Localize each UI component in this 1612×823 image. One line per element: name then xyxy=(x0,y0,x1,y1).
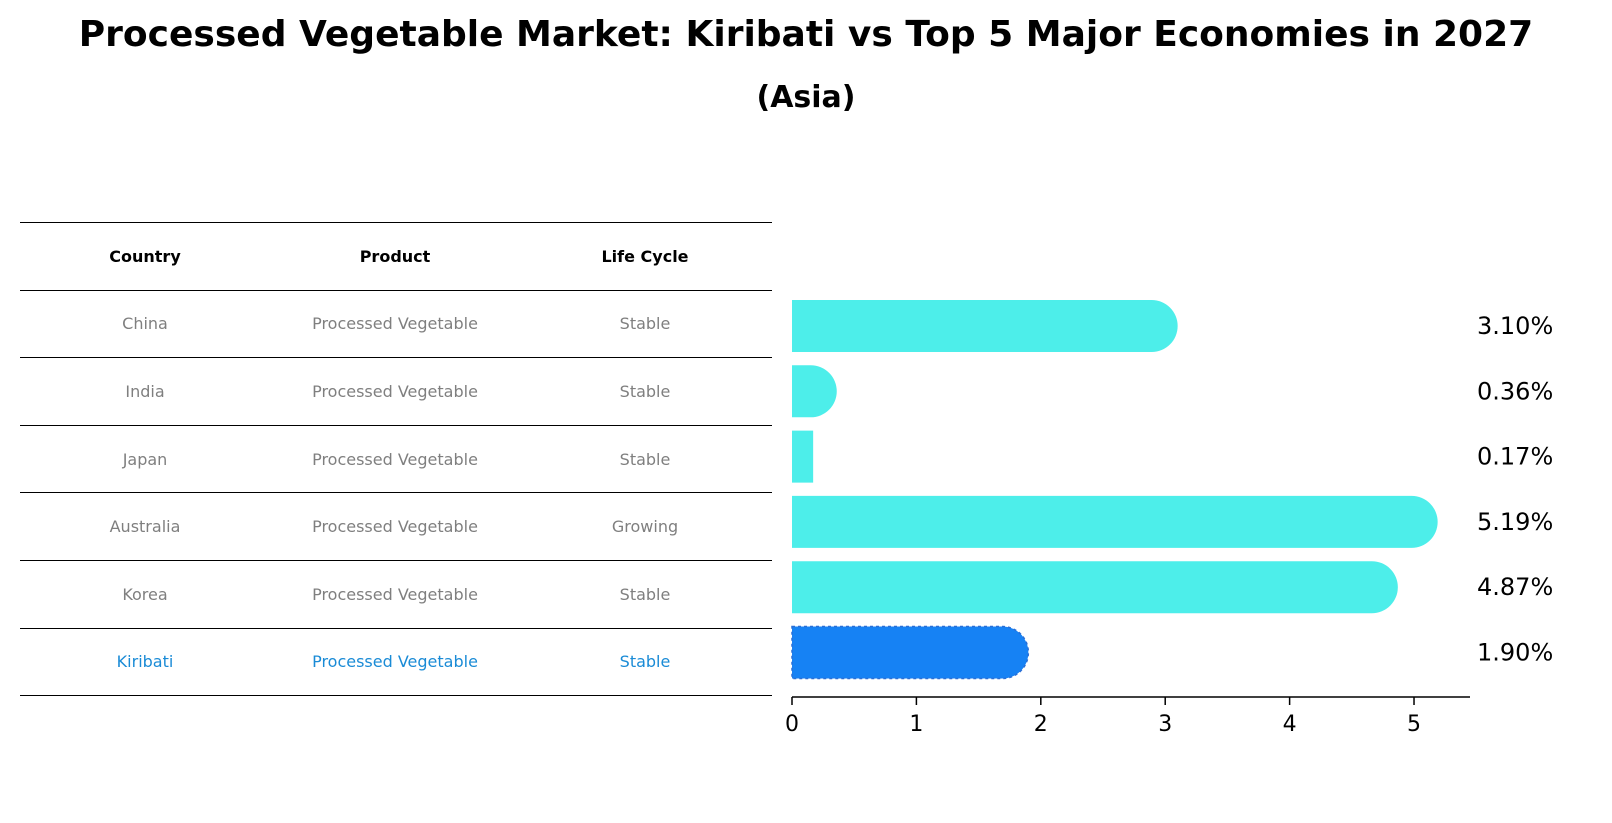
chart-subtitle: (Asia) xyxy=(756,80,856,115)
table-row: Japan Processed Vegetable Stable xyxy=(20,424,772,493)
x-tick-label: 0 xyxy=(785,712,799,737)
x-tick-label: 1 xyxy=(909,712,923,737)
value-label: 3.10% xyxy=(1477,312,1553,340)
value-label: 4.87% xyxy=(1477,573,1553,601)
table-row: Australia Processed Vegetable Growing xyxy=(20,492,772,560)
x-tick-label: 4 xyxy=(1283,712,1297,737)
value-label: 1.90% xyxy=(1477,639,1553,667)
table-bottom-rule xyxy=(20,695,772,697)
cell-product: Processed Vegetable xyxy=(312,381,478,401)
bar-china xyxy=(792,300,1178,352)
value-label: 5.19% xyxy=(1477,508,1553,536)
cell-country: China xyxy=(122,314,168,334)
cell-product: Processed Vegetable xyxy=(312,584,478,604)
value-label: 0.36% xyxy=(1477,377,1553,405)
cell-country: Australia xyxy=(109,517,181,537)
cell-life-cycle: Stable xyxy=(619,381,671,401)
cell-country: Japan xyxy=(122,449,168,469)
table-header-row: Country Product Life Cycle xyxy=(20,222,772,290)
cell-country: India xyxy=(125,381,165,401)
table-row: China Processed Vegetable Stable xyxy=(20,289,772,358)
cell-country: Kiribati xyxy=(116,652,174,672)
table-row: India Processed Vegetable Stable xyxy=(20,357,772,425)
bar-korea xyxy=(792,561,1398,614)
cell-life-cycle: Stable xyxy=(619,652,671,672)
bar-japan xyxy=(792,430,814,483)
column-header-life-cycle: Life Cycle xyxy=(601,246,689,266)
bar-kiribati xyxy=(791,625,1030,680)
bar-india xyxy=(792,365,837,418)
value-label: 0.17% xyxy=(1477,443,1553,471)
cell-product: Processed Vegetable xyxy=(312,652,478,672)
cell-product: Processed Vegetable xyxy=(312,314,478,334)
cell-life-cycle: Stable xyxy=(619,584,671,604)
bar-australia xyxy=(792,495,1438,548)
cell-life-cycle: Stable xyxy=(619,449,671,469)
x-tick-label: 2 xyxy=(1034,712,1048,737)
x-tick-label: 3 xyxy=(1158,712,1172,737)
cell-life-cycle: Stable xyxy=(619,314,671,334)
cell-product: Processed Vegetable xyxy=(312,449,478,469)
column-header-product: Product xyxy=(359,246,431,266)
cell-product: Processed Vegetable xyxy=(312,517,478,537)
x-tick-label: 5 xyxy=(1407,712,1421,737)
cell-country: Korea xyxy=(122,584,168,604)
data-table: Country Product Life Cycle China Process… xyxy=(20,222,772,697)
table-row: Korea Processed Vegetable Stable xyxy=(20,559,772,628)
table-row: Kiribati Processed Vegetable Stable xyxy=(20,627,772,696)
cell-life-cycle: Growing xyxy=(611,517,679,537)
chart-title: Processed Vegetable Market: Kiribati vs … xyxy=(78,14,1534,55)
column-header-country: Country xyxy=(109,246,181,266)
